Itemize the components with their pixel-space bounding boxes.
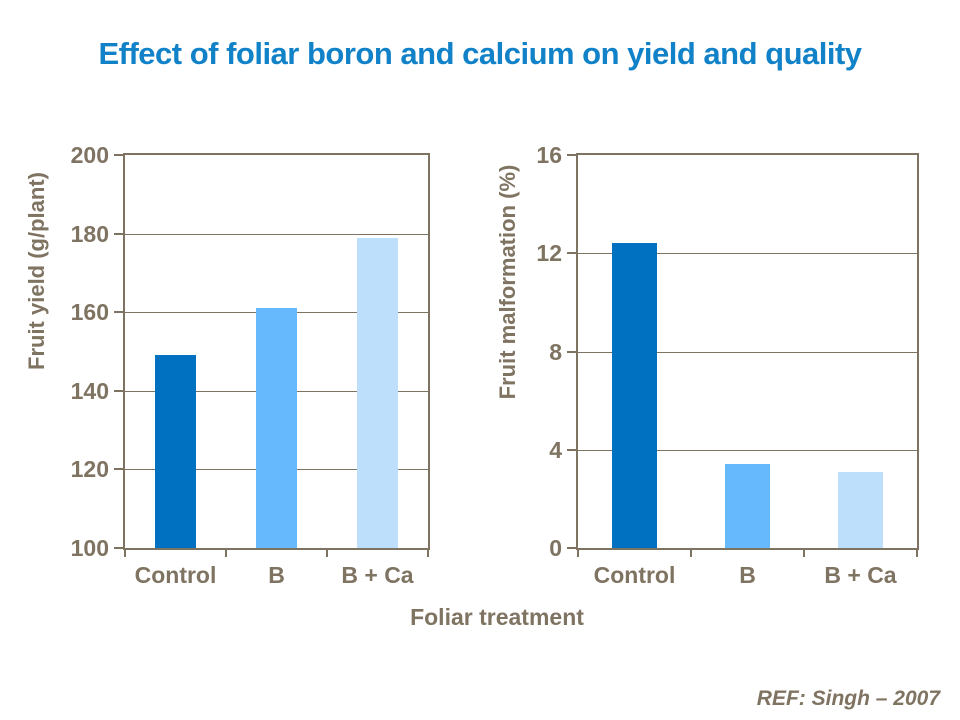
x-axis-tick-mark (326, 550, 328, 557)
x-axis-tick-mark (225, 550, 227, 557)
gridline (125, 234, 428, 235)
gridline (578, 352, 917, 353)
x-axis-tick-mark (124, 550, 126, 557)
x-axis-tick-mark (427, 550, 429, 557)
plot-area (576, 153, 919, 550)
y-axis-tick-label: 100 (70, 535, 109, 561)
y-axis-tick-mark (114, 547, 123, 549)
bar-b (256, 308, 297, 548)
left-y-axis-title: Fruit yield (g/plant) (24, 172, 49, 370)
y-axis-tick-mark (567, 449, 576, 451)
category-label: B (739, 562, 756, 588)
x-axis-tick-mark (803, 550, 805, 557)
y-axis-tick-label: 180 (70, 221, 109, 247)
bar-b-ca (357, 237, 398, 548)
gridline (578, 253, 917, 254)
y-axis-tick-mark (114, 468, 123, 470)
right-y-axis-title: Fruit malformation (%) (495, 164, 520, 400)
y-axis-tick-mark (567, 154, 576, 156)
x-axis-title: Foliar treatment (410, 604, 584, 630)
slide-title: Effect of foliar boron and calcium on yi… (98, 36, 862, 71)
y-axis-tick-label: 12 (536, 240, 562, 266)
category-label: Control (134, 562, 217, 588)
y-axis-tick-label: 140 (70, 378, 109, 404)
y-axis-tick-label: 200 (70, 142, 109, 168)
x-axis-tick-mark (690, 550, 692, 557)
y-axis-tick-label: 4 (549, 437, 562, 463)
x-axis-tick-mark (577, 550, 579, 557)
y-axis-tick-mark (114, 233, 123, 235)
y-axis-tick-mark (567, 351, 576, 353)
bar-b (724, 464, 771, 548)
y-axis-tick-mark (114, 311, 123, 313)
gridline (578, 450, 917, 451)
reference-citation: REF: Singh – 2007 (756, 687, 940, 710)
y-axis-tick-label: 120 (70, 456, 109, 482)
y-axis-tick-mark (567, 252, 576, 254)
bar-control (155, 355, 196, 548)
category-label: B + Ca (341, 562, 414, 588)
y-axis-tick-label: 16 (536, 142, 562, 168)
y-axis-tick-label: 8 (549, 339, 562, 365)
category-label: B (268, 562, 285, 588)
y-axis-tick-mark (114, 390, 123, 392)
y-axis-tick-mark (567, 547, 576, 549)
y-axis-tick-label: 160 (70, 299, 109, 325)
category-label: Control (593, 562, 676, 588)
x-axis-tick-mark (916, 550, 918, 557)
y-axis-tick-mark (114, 154, 123, 156)
bar-control (611, 243, 658, 548)
bar-b-ca (837, 471, 884, 548)
category-label: B + Ca (824, 562, 897, 588)
y-axis-tick-label: 0 (549, 535, 562, 561)
plot-area (123, 153, 430, 550)
